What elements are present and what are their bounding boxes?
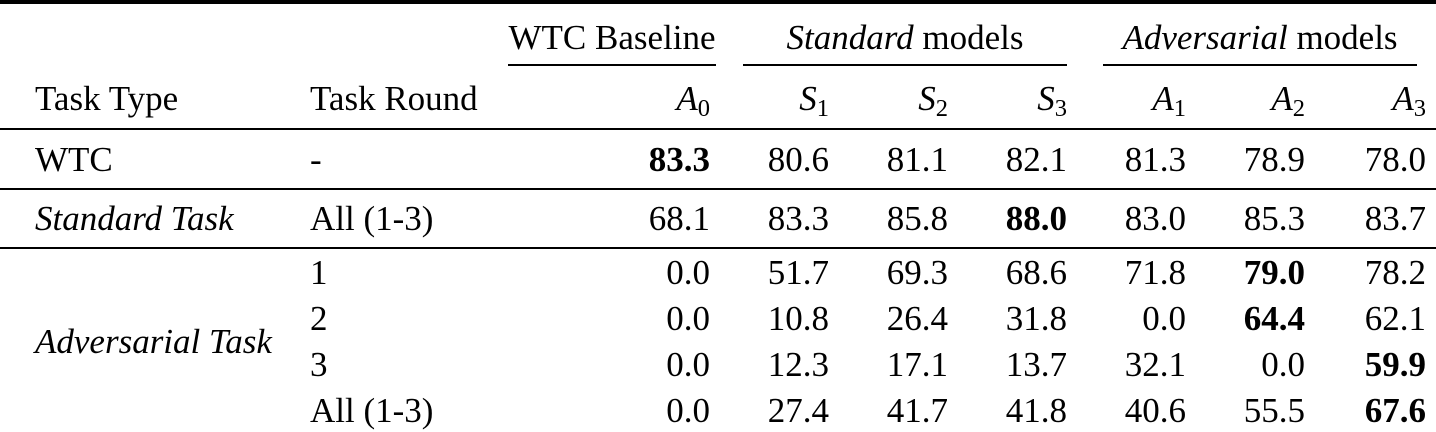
table-row-adversarial-round-3: 3 0.0 12.3 17.1 13.7 32.1 0.0 59.9 — [0, 341, 1436, 387]
cell-value: 0.0 — [666, 390, 710, 430]
cell-value: 68.1 — [648, 199, 710, 238]
cell-value: 59.9 — [1364, 344, 1427, 384]
group-header-wtc-baseline: WTC Baseline — [480, 2, 720, 68]
cell-task-round: 2 — [310, 298, 328, 338]
cell-value: 69.3 — [886, 252, 948, 292]
model-subscript: 3 — [1413, 94, 1427, 122]
column-header-task-round: Task Round — [310, 78, 478, 118]
column-header-model-S3: S3 — [958, 68, 1077, 129]
group-label-normal-part: WTC Baseline — [508, 18, 716, 57]
table-row-adversarial-round-1: Adversarial Task 1 0.0 51.7 69.3 68.6 71… — [0, 248, 1436, 359]
cell-value: 83.3 — [648, 139, 710, 179]
group-label-standard-models: Standard models — [743, 20, 1067, 66]
cell-value: 85.8 — [886, 199, 948, 238]
cell-value: 0.0 — [666, 252, 710, 292]
cell-value: 81.3 — [1124, 139, 1186, 179]
model-letter: S — [1037, 78, 1055, 118]
cell-value: 32.1 — [1124, 344, 1186, 384]
cell-value: 78.0 — [1364, 139, 1427, 179]
group-label-normal-part: models — [913, 18, 1024, 57]
cell-task-round: All (1-3) — [310, 390, 434, 430]
group-label-wtc-baseline: WTC Baseline — [508, 20, 716, 66]
model-letter: A — [676, 78, 698, 118]
corner-spacer — [0, 2, 480, 68]
table-row-adversarial-all: All (1-3) 0.0 27.4 41.7 41.8 40.6 55.5 6… — [0, 387, 1436, 432]
cell-value: 80.6 — [767, 139, 829, 179]
model-letter: S — [918, 78, 936, 118]
cell-value: 17.1 — [886, 344, 948, 384]
model-letter: A — [1152, 78, 1174, 118]
cell-value: 62.1 — [1364, 298, 1427, 338]
cell-task-type: WTC — [35, 139, 113, 179]
group-header-row: WTC Baseline Standard models Adversarial… — [0, 2, 1436, 68]
cell-value: 0.0 — [1142, 298, 1186, 338]
cell-value: 83.3 — [767, 199, 829, 238]
cell-value: 40.6 — [1124, 390, 1186, 430]
cell-task-round: 3 — [310, 344, 328, 384]
group-header-adversarial-models: Adversarial models — [1077, 2, 1436, 68]
column-header-model-A2: A2 — [1196, 68, 1315, 129]
cell-value: 88.0 — [1005, 199, 1067, 238]
table-row-adversarial-round-2: 2 0.0 10.8 26.4 31.8 0.0 64.4 62.1 — [0, 295, 1436, 341]
model-letter: S — [799, 78, 817, 118]
cell-value: 81.1 — [886, 139, 948, 179]
cell-task-type: Standard Task — [35, 199, 234, 238]
cell-value: 78.2 — [1364, 252, 1427, 292]
model-subscript: 3 — [1054, 94, 1067, 122]
cell-value: 31.8 — [1005, 298, 1067, 338]
column-header-model-S1: S1 — [720, 68, 839, 129]
model-letter: A — [1271, 78, 1293, 118]
model-subscript: 1 — [1173, 94, 1186, 122]
cell-value: 55.5 — [1243, 390, 1305, 430]
cell-value: 67.6 — [1364, 390, 1427, 430]
cell-value: 64.4 — [1243, 298, 1305, 338]
cell-value: 83.0 — [1124, 199, 1186, 238]
cell-value: 0.0 — [666, 298, 710, 338]
cell-value: 0.0 — [666, 344, 710, 384]
cell-value: 82.1 — [1005, 139, 1067, 179]
cell-value: 78.9 — [1243, 139, 1305, 179]
group-label-italic-part: Adversarial — [1122, 18, 1288, 57]
cell-value: 83.7 — [1364, 199, 1427, 238]
column-header-row: Task Type Task Round A0 S1 S2 S3 A1 A2 A… — [0, 68, 1436, 129]
column-header-model-S2: S2 — [839, 68, 958, 129]
cell-task-round: All (1-3) — [310, 199, 434, 238]
cell-value: 10.8 — [767, 298, 829, 338]
group-label-normal-part: models — [1287, 18, 1398, 57]
cell-task-type-adversarial: Adversarial Task — [35, 321, 272, 361]
table-row-standard-task: Standard Task All (1-3) 68.1 83.3 85.8 8… — [0, 189, 1436, 248]
model-letter: A — [1392, 78, 1414, 118]
group-header-standard-models: Standard models — [720, 2, 1077, 68]
cell-task-round: - — [310, 139, 322, 179]
column-header-model-A0: A0 — [480, 68, 720, 129]
cell-value: 41.8 — [1005, 390, 1067, 430]
cell-value: 68.6 — [1005, 252, 1067, 292]
cell-value: 27.4 — [767, 390, 829, 430]
column-header-model-A1: A1 — [1077, 68, 1196, 129]
cell-value: 71.8 — [1124, 252, 1186, 292]
cell-value: 12.3 — [767, 344, 829, 384]
model-subscript: 0 — [697, 94, 710, 122]
cell-value: 26.4 — [886, 298, 948, 338]
column-header-task-type: Task Type — [35, 78, 179, 118]
cell-value: 13.7 — [1005, 344, 1067, 384]
column-header-model-A3: A3 — [1315, 68, 1436, 129]
model-subscript: 2 — [1292, 94, 1305, 122]
model-subscript: 1 — [816, 94, 829, 122]
cell-value: 51.7 — [767, 252, 829, 292]
cell-value: 85.3 — [1243, 199, 1305, 238]
table-row-wtc: WTC - 83.3 80.6 81.1 82.1 81.3 78.9 78.0 — [0, 129, 1436, 189]
cell-value: 0.0 — [1261, 344, 1305, 384]
cell-value: 79.0 — [1243, 252, 1305, 292]
cell-value: 41.7 — [886, 390, 948, 430]
group-label-adversarial-models: Adversarial models — [1103, 18, 1418, 66]
model-subscript: 2 — [935, 94, 948, 122]
group-label-italic-part: Standard — [786, 18, 914, 57]
cell-task-round: 1 — [310, 252, 328, 292]
